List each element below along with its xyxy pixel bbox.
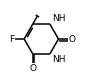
Text: O: O bbox=[29, 64, 36, 73]
Text: NH: NH bbox=[52, 55, 65, 64]
Text: F: F bbox=[9, 34, 14, 44]
Text: NH: NH bbox=[52, 14, 65, 23]
Text: O: O bbox=[69, 34, 76, 44]
